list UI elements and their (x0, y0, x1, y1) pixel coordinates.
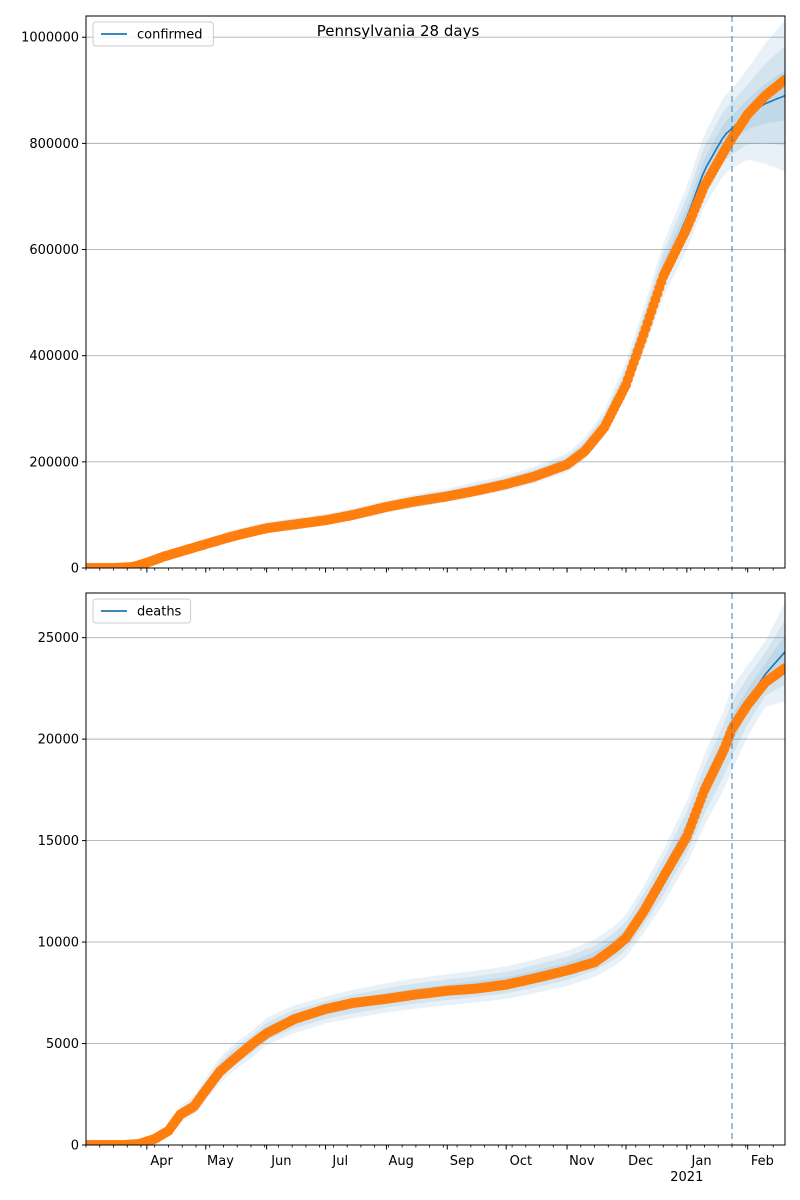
x-tick-label: Jan (691, 1154, 712, 1169)
figure-title: Pennsylvania 28 days (317, 22, 480, 40)
observed-series (86, 663, 785, 1145)
y-tick-label: 10000 (38, 936, 79, 951)
y-tick-label: 800000 (29, 137, 79, 152)
x-tick-label: Feb (751, 1154, 774, 1169)
y-tick-label: 200000 (29, 455, 79, 470)
legend-box (92, 21, 214, 47)
y-tick-label: 20000 (38, 733, 79, 748)
y-tick-label: 400000 (29, 349, 79, 364)
legend-label: confirmed (137, 28, 203, 43)
x-tick-label: Sep (450, 1154, 475, 1169)
plot-area (86, 20, 785, 568)
observed-series (86, 74, 785, 568)
x-year-label: 2021 (670, 1170, 703, 1185)
x-tick-label: Jul (331, 1154, 348, 1169)
legend: deaths (92, 598, 192, 624)
y-tick-label: 0 (71, 562, 79, 577)
x-tick-label: May (207, 1154, 234, 1169)
x-tick-label: Jun (270, 1154, 291, 1169)
y-tick-label: 0 (71, 1139, 79, 1154)
x-tick-label: Oct (510, 1154, 532, 1169)
legend: confirmed (92, 21, 214, 47)
x-tick-label: Nov (569, 1154, 595, 1169)
axes-frame (85, 592, 786, 1146)
y-tick-label: 25000 (38, 631, 79, 646)
x-tick-label: Aug (388, 1154, 413, 1169)
y-tick-label: 600000 (29, 243, 79, 258)
y-tick-label: 5000 (46, 1037, 79, 1052)
deaths-panel: 0 5000 10000 15000 20000 25000 deaths Apr May Jun… (38, 592, 786, 1185)
axes-frame (85, 15, 786, 569)
y-tick-label: 1000000 (21, 31, 79, 46)
y-tick-label: 15000 (38, 834, 79, 849)
confirmed-panel: 0 200000 400000 600000 800000 1000000 confirme… (21, 15, 786, 577)
plot-area (86, 602, 785, 1145)
x-tick-label: Dec (628, 1154, 653, 1169)
legend-label: deaths (137, 605, 182, 620)
x-tick-label: Apr (150, 1154, 173, 1169)
observed-point (780, 74, 785, 85)
legend-box (92, 598, 192, 624)
observed-point (780, 663, 785, 674)
